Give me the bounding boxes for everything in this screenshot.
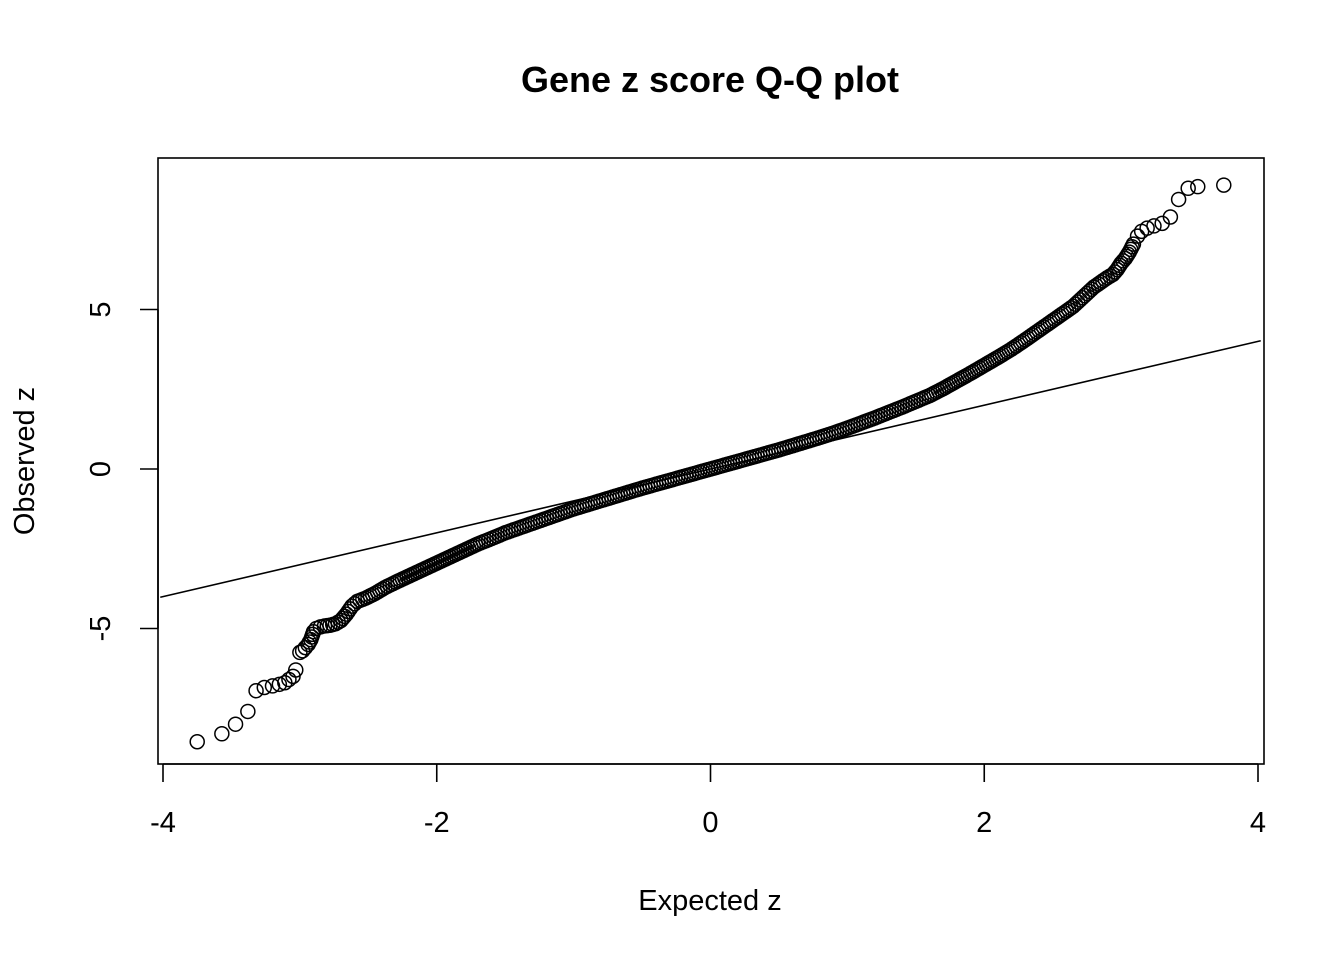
x-tick-label: 2 [976, 807, 992, 839]
reference-line-segment [160, 339, 1261, 599]
y-tick-label: 5 [85, 301, 117, 317]
data-point [1190, 178, 1206, 195]
data-point [248, 682, 264, 699]
data-point [189, 733, 205, 750]
data-point [1180, 180, 1196, 197]
y-axis-label: Observed z [9, 387, 41, 535]
data-point [1162, 209, 1179, 225]
data-point [288, 662, 304, 678]
y-tick-label: -5 [85, 616, 117, 642]
data-point [1146, 218, 1162, 234]
data-point [264, 678, 281, 694]
x-tick-label: 4 [1250, 807, 1266, 839]
x-tick-label: -2 [424, 807, 450, 839]
data-point [227, 716, 244, 732]
data-point [1139, 220, 1155, 236]
y-axis: -5 0 5 [85, 301, 159, 642]
x-axis-label: Expected z [638, 885, 781, 917]
chart-title: Gene z score Q-Q plot [521, 59, 899, 100]
data-points [189, 177, 1232, 750]
data-point [344, 598, 360, 614]
x-tick-label: 0 [702, 807, 718, 839]
data-point [292, 644, 308, 661]
data-point [1125, 236, 1142, 252]
data-point [1216, 177, 1232, 193]
data-point [1129, 228, 1146, 244]
y-tick-label: 0 [85, 461, 117, 477]
data-point [1170, 191, 1187, 208]
x-axis: -4 -2 0 2 4 [150, 763, 1266, 839]
data-point [240, 703, 256, 720]
data-point [214, 726, 230, 742]
reference-line [160, 339, 1261, 599]
x-tick-label: -4 [150, 807, 176, 839]
data-point [256, 679, 273, 696]
